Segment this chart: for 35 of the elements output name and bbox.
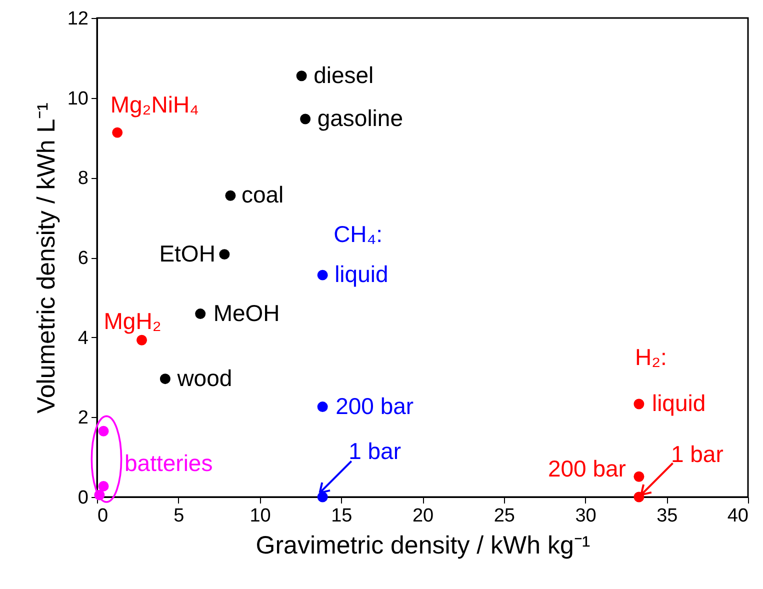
annotation: liquid bbox=[334, 261, 388, 288]
y-tick-label: 6 bbox=[78, 248, 88, 269]
x-tick-label: 5 bbox=[174, 506, 184, 526]
y-tick-label: 0 bbox=[78, 488, 88, 508]
annotation: diesel bbox=[314, 62, 374, 88]
x-axis-title: Gravimetric density / kWh kg⁻¹ bbox=[256, 532, 590, 560]
annotation: 200 bar bbox=[548, 456, 626, 482]
annotation: Mg₂NiH₄ bbox=[110, 92, 199, 118]
x-tick-label: 35 bbox=[656, 506, 678, 526]
annotation: CH₄: bbox=[334, 221, 383, 248]
x-tick-label: 15 bbox=[331, 506, 352, 526]
y-axis-title: Volumetric density / kWh L⁻¹ bbox=[32, 102, 60, 414]
y-tick-label: 2 bbox=[78, 408, 88, 429]
y-tick-label: 12 bbox=[67, 8, 88, 30]
x-tick-label: 25 bbox=[494, 506, 515, 526]
x-tick-label: 20 bbox=[412, 506, 434, 526]
annotation: 200 bar bbox=[336, 392, 414, 419]
annotation: EtOH bbox=[159, 240, 216, 266]
x-tick-label: 40 bbox=[727, 506, 748, 526]
x-tick-label: 30 bbox=[575, 506, 596, 526]
annotation: H₂: bbox=[634, 344, 667, 370]
x-tick-label: 10 bbox=[250, 506, 271, 526]
annotation: coal bbox=[241, 182, 284, 208]
annotation: MeOH bbox=[213, 300, 280, 326]
annotation: liquid bbox=[652, 390, 706, 416]
x-tick-label: 0 bbox=[98, 506, 108, 526]
annotation: batteries bbox=[124, 450, 213, 476]
annotation: 1 bar bbox=[670, 441, 724, 467]
y-tick-label: 8 bbox=[78, 168, 88, 190]
annotation: 1 bar bbox=[348, 438, 402, 464]
y-tick-label: 10 bbox=[67, 88, 88, 110]
annotation: MgH₂ bbox=[104, 308, 162, 334]
annotation: gasoline bbox=[317, 104, 404, 131]
annotation: wood bbox=[176, 364, 232, 391]
y-tick-label: 4 bbox=[78, 328, 89, 349]
